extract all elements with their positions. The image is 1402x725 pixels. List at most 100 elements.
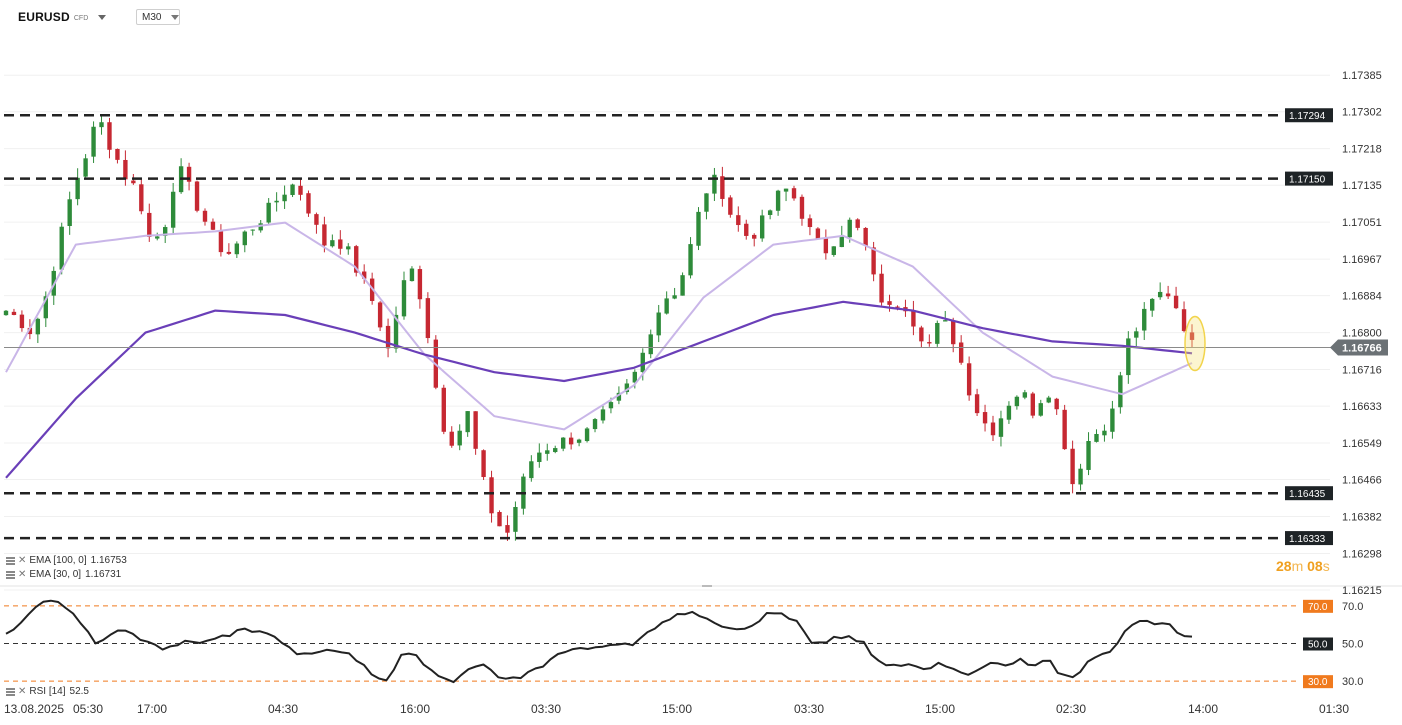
candle-bearish [306,193,311,214]
rsi-level-label: 70.0 [1308,602,1328,613]
candle-bullish [242,231,247,246]
legend-ema100[interactable]: ✕ EMA [100, 0] 1.16753 [6,555,127,566]
candle-bullish [59,226,64,270]
legend-rsi[interactable]: ✕ RSI [14] 52.5 [6,686,89,697]
candle-bullish [847,219,852,238]
candle-bearish [919,327,924,342]
price-axis-tick-label: 1.17302 [1342,107,1382,119]
price-axis-tick-label: 1.16298 [1342,548,1382,560]
indicator-settings-icon[interactable] [6,687,15,696]
pane-resize-handle[interactable] [702,585,712,587]
rsi-level-label: 30.0 [1308,677,1328,688]
candle-bullish [839,235,844,248]
candle-bearish [218,231,224,253]
candle-bearish [107,122,112,150]
current-price-label: 1.16766 [1342,343,1382,355]
candle-bullish [600,409,606,421]
ema30-value: 1.16731 [85,569,122,580]
candle-bullish [775,190,781,211]
time-axis-tick-label: 03:30 [531,702,561,716]
candle-bullish [1094,433,1099,442]
candle-bearish [210,221,216,230]
candle-bullish [640,352,645,373]
rsi-level-tag [1303,637,1333,651]
candle-bullish [783,188,789,192]
candle-bullish [1142,308,1147,331]
price-axis-tick-label: 1.16382 [1342,512,1382,524]
candle-bearish [887,301,892,305]
candle-bullish [1014,396,1020,407]
candle-bearish [958,342,964,363]
candle-bearish [377,302,383,328]
close-icon[interactable]: ✕ [18,555,27,566]
candle-bearish [354,246,359,273]
candle-bearish [123,159,128,180]
timeframe-selector[interactable]: M30 [136,9,180,25]
candle-bearish [417,269,423,300]
candle-bullish [290,184,295,195]
candle-bearish [720,176,725,199]
level-tag [1285,108,1333,123]
level-label: 1.17294 [1289,111,1326,122]
price-axis-tick-label: 1.17218 [1342,144,1382,156]
close-icon[interactable]: ✕ [18,686,27,697]
candle-bearish [1030,393,1035,416]
candle-bullish [1102,430,1107,436]
candle-bullish [409,268,415,282]
candle-bearish [1181,309,1187,332]
candle-bullish [250,229,255,231]
candle-bearish [911,310,916,327]
candle-bullish [163,227,168,236]
candle-bearish [425,298,431,339]
candle-bullish [1118,375,1123,408]
candle-bearish [314,214,319,225]
latest-candle-highlight [1184,315,1206,372]
price-axis-tick-label: 1.17385 [1342,70,1382,82]
candle-bearish [823,237,829,254]
countdown-minutes-unit: m [1291,558,1304,574]
candle-bullish [155,236,160,239]
candle-bearish [11,311,17,315]
candle-bearish [298,185,303,195]
candle-bullish [234,243,240,255]
candle-bearish [1070,448,1075,485]
legend-ema30[interactable]: ✕ EMA [30, 0] 1.16731 [6,569,121,580]
candle-bearish [568,437,574,445]
candle-bearish [147,212,152,237]
candle-bearish [799,196,805,219]
symbol-selector[interactable]: EURUSD CFD [18,10,107,24]
candle-bullish [465,411,470,433]
indicator-settings-icon[interactable] [6,570,15,579]
candle-bullish [592,419,598,430]
rsi-axis-tick-label: 70.0 [1342,601,1363,613]
candle-bearish [473,411,478,449]
candle-bullish [688,244,693,276]
candle-bearish [966,363,972,396]
rsi-axis-tick-label: 30.0 [1342,676,1363,688]
price-axis-tick-label: 1.16800 [1342,328,1382,340]
ema30-label: EMA [30, 0] [29,569,82,580]
candle-bearish [194,181,200,211]
candle-bullish [648,334,653,355]
price-axis-tick-label: 1.16967 [1342,254,1382,266]
time-axis-tick-label: 01:30 [1319,702,1349,716]
candle-bearish [481,450,486,478]
candle-bullish [75,177,80,200]
indicator-settings-icon[interactable] [6,556,15,565]
ema100-line [5,300,1193,479]
rsi-level-label: 50.0 [1308,640,1328,651]
timeframe-label: M30 [142,11,162,23]
candle-bullish [935,322,940,344]
symbol-name: EURUSD [18,10,70,24]
candle-bearish [807,218,813,228]
symbol-type: CFD [73,14,89,22]
candle-bullish [696,211,701,246]
candle-countdown: 28m 08s [1276,558,1330,574]
candle-bearish [974,394,980,414]
candle-bullish [576,439,582,443]
price-axis-tick-label: 1.16549 [1342,438,1382,450]
price-axis-tick-label: 1.16884 [1342,291,1382,303]
candle-bullish [1134,331,1139,338]
close-icon[interactable]: ✕ [18,569,27,580]
